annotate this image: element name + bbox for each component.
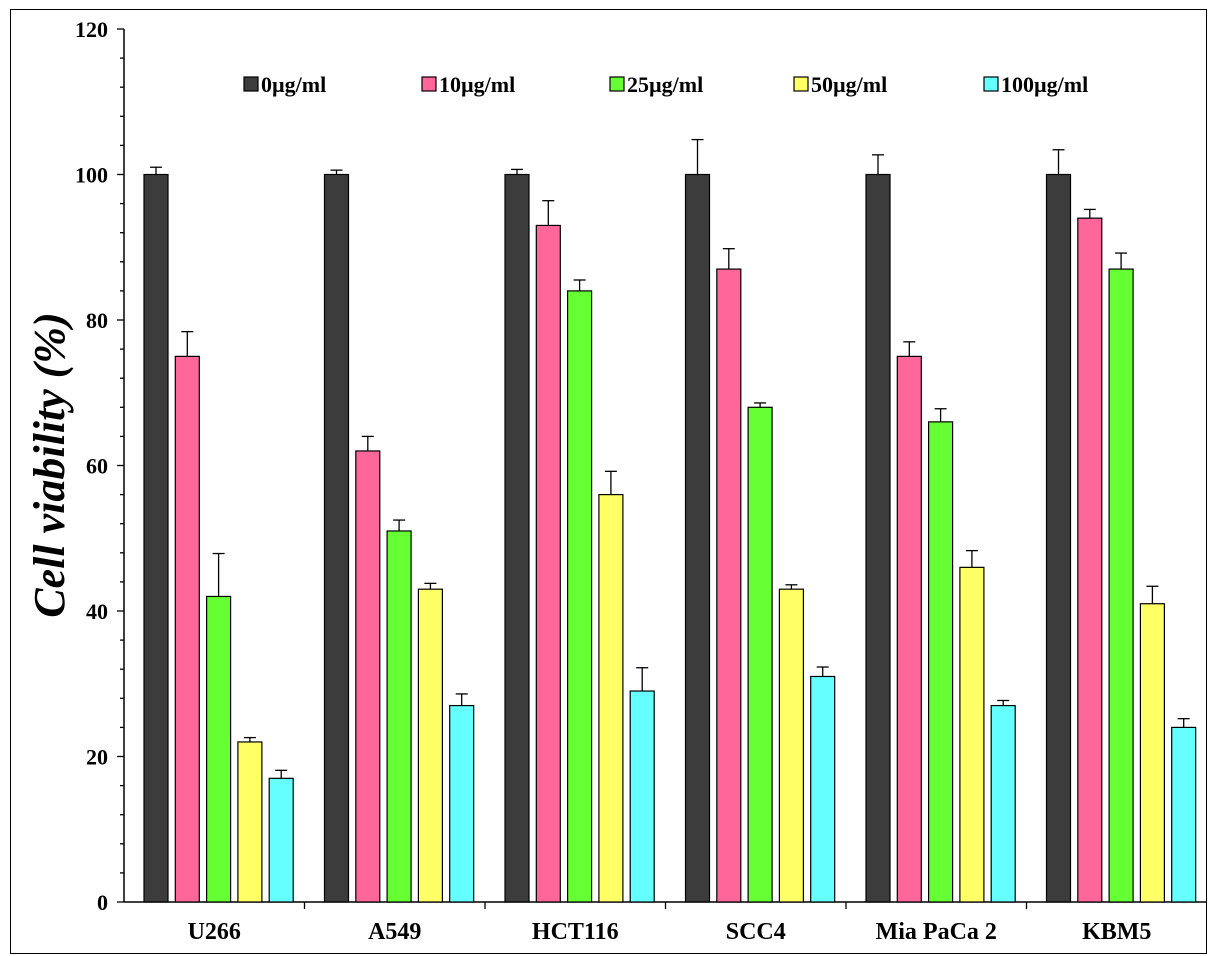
bar [386, 530, 412, 903]
bar [684, 173, 711, 903]
legend-label: 100µg/ml [1001, 72, 1088, 97]
bar [1171, 726, 1197, 903]
bar [237, 741, 263, 903]
bar [629, 690, 655, 903]
x-tick-label: A549 [368, 919, 421, 945]
legend-swatch [983, 76, 999, 92]
bar [990, 704, 1016, 903]
legend-swatch [793, 76, 809, 92]
bar [1108, 268, 1134, 903]
y-tick-label: 40 [86, 599, 108, 624]
bar [1077, 217, 1103, 903]
legend-swatch [609, 76, 625, 92]
legend-label: 50µg/ml [811, 72, 887, 97]
bars [143, 138, 1197, 903]
x-tick-label: SCC4 [726, 919, 786, 945]
y-tick-label: 60 [86, 454, 108, 479]
bar [268, 777, 294, 903]
y-tick-label: 0 [97, 890, 108, 915]
bar [959, 566, 985, 903]
bar [598, 494, 624, 903]
bar [716, 268, 742, 903]
bar [143, 173, 169, 903]
bar [778, 588, 805, 903]
bar [1045, 173, 1072, 903]
y-tick-label: 120 [75, 17, 108, 42]
bar [1139, 603, 1166, 903]
chart-frame [10, 9, 1207, 954]
bar [449, 704, 475, 903]
bar [206, 595, 232, 903]
x-tick-label: HCT116 [532, 919, 619, 945]
bar [896, 355, 922, 903]
bar [747, 406, 773, 903]
x-tick-label: U266 [188, 919, 241, 945]
bar [810, 675, 836, 903]
bar [323, 173, 350, 903]
y-tick-label: 20 [86, 745, 108, 770]
legend-swatch [421, 76, 437, 92]
bar [865, 173, 891, 903]
y-tick-label: 80 [86, 308, 108, 333]
x-tick-label: KBM5 [1082, 919, 1151, 945]
bar [174, 355, 200, 903]
bar [566, 290, 593, 903]
bar [535, 224, 561, 903]
legend: 0µg/ml 10µg/ml 25µg/ml 50µg/ml 100µg/ml [243, 72, 1088, 97]
bar [504, 173, 530, 903]
bar [355, 450, 381, 903]
axes: 0 20 40 60 80 100 120 U266 A549 HCT116 SCC4 Mia PaC… [75, 17, 1207, 945]
legend-label: 10µg/ml [439, 72, 515, 97]
legend-swatch [243, 76, 259, 92]
bar [927, 421, 954, 903]
y-tick-label: 100 [75, 163, 108, 188]
legend-label: 0µg/ml [261, 72, 326, 97]
x-tick-label: Mia PaCa 2 [876, 919, 997, 945]
legend-label: 25µg/ml [627, 72, 703, 97]
bar [417, 588, 443, 903]
y-axis-title: Cell viability (%) [25, 312, 74, 617]
